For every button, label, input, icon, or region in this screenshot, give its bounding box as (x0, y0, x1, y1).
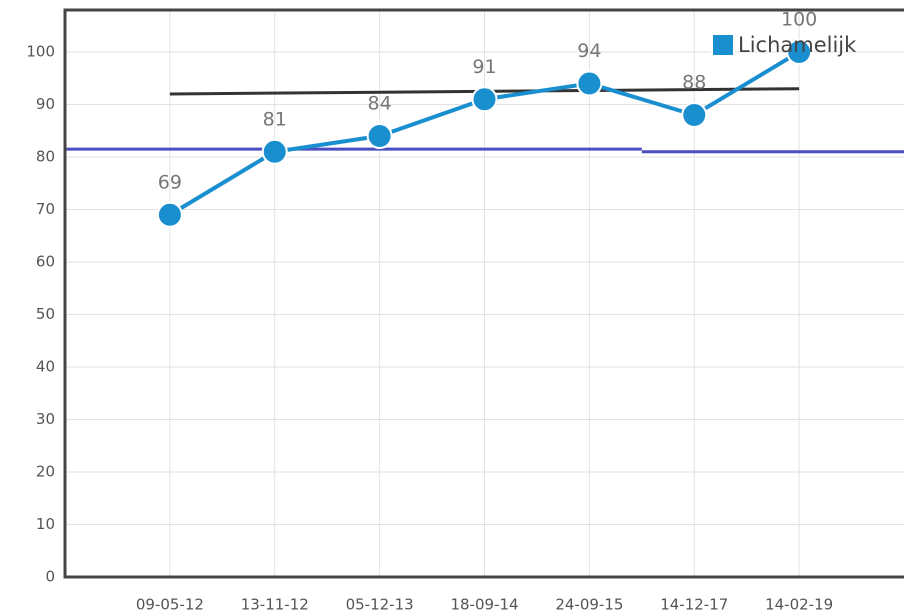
y-tick-label: 40 (36, 358, 55, 376)
y-tick-label: 50 (36, 305, 55, 323)
legend-swatch (711, 33, 735, 57)
y-tick-label: 100 (26, 43, 55, 61)
x-tick-label: 14-02-19 (765, 596, 833, 614)
y-tick-label: 20 (36, 463, 55, 481)
y-tick-label: 90 (36, 95, 55, 113)
point (786, 39, 813, 65)
data-label: 94 (577, 40, 601, 62)
x-tick-label: 05-12-13 (346, 596, 414, 614)
y-tick-label: 0 (45, 568, 55, 586)
x-tick-label: 09-05-12 (136, 596, 204, 614)
x-tick-label: 13-11-12 (241, 596, 309, 614)
point (156, 201, 183, 228)
x-tick-label: 18-09-14 (450, 596, 518, 614)
axis-frame (63, 8, 904, 579)
data-label: 100 (781, 9, 817, 31)
x-tick-label: 14-12-17 (660, 596, 728, 614)
y-tick-label: 10 (36, 515, 55, 533)
y-tick-label: 30 (36, 410, 55, 428)
point (471, 86, 498, 113)
y-tick-label: 60 (36, 253, 55, 271)
data-label: 84 (368, 93, 392, 115)
point (261, 138, 288, 165)
legend-text: Lichamelijk (738, 33, 857, 57)
y-tick-label: 80 (36, 148, 55, 166)
data-label: 91 (472, 56, 496, 78)
point (366, 123, 393, 149)
point (576, 70, 603, 97)
data-label: 88 (682, 72, 706, 94)
data-label: 69 (158, 171, 182, 193)
x-tick-label: 24-09-15 (555, 596, 623, 614)
point (681, 102, 708, 128)
data-label: 81 (263, 108, 287, 130)
y-tick-label: 70 (36, 200, 55, 218)
